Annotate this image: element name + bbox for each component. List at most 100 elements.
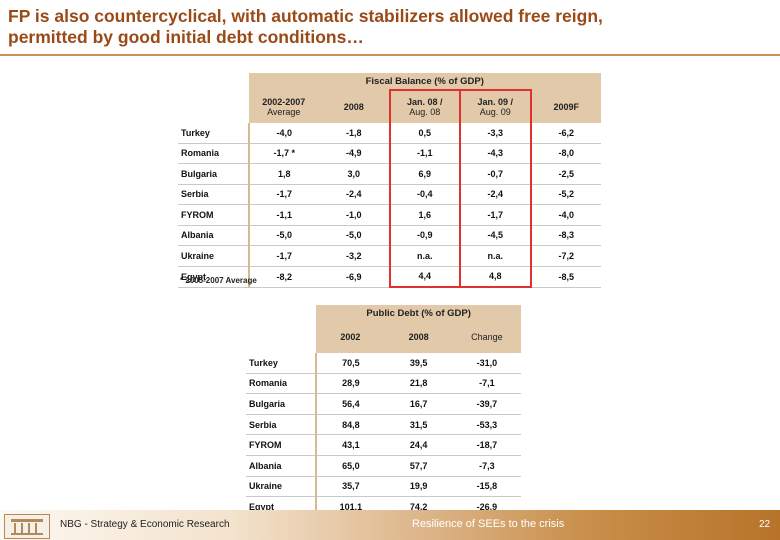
debt-value-cell: 19,9 (384, 476, 453, 498)
fiscal-value-cell: -1,7 (459, 204, 532, 226)
fiscal-value-cell: -7,2 (530, 245, 601, 267)
fiscal-value-cell: 1,6 (388, 204, 461, 226)
table-row: Turkey 70,5 39,5 -31,0 (246, 353, 521, 374)
debt-value-cell: -7,3 (452, 455, 521, 477)
fiscal-value-cell: 4,4 (388, 266, 461, 288)
page-number: 22 (759, 519, 771, 530)
country-label: Ukraine (178, 245, 250, 267)
country-label: Turkey (246, 353, 318, 374)
debt-table-heading: Public Debt (% of GDP) (316, 305, 521, 321)
fiscal-value-cell: -4,5 (459, 225, 532, 246)
debt-value-cell: 57,7 (384, 455, 453, 477)
column-header: 2009F (530, 90, 601, 123)
country-label: Albania (178, 225, 250, 246)
country-label: Serbia (246, 414, 318, 436)
debt-value-cell: 39,5 (384, 353, 453, 374)
fiscal-balance-table: Fiscal Balance (% of GDP) 2002-2007 Avera… (178, 73, 601, 288)
fiscal-value-cell: n.a. (388, 245, 461, 267)
fiscal-value-cell: -4,9 (319, 143, 390, 164)
table-row: Romania -1,7 * -4,9 -1,1 -4,3 -8,0 (178, 143, 601, 164)
debt-value-cell: 56,4 (316, 393, 385, 415)
footer-source: NBG - Strategy & Economic Research (60, 519, 230, 530)
fiscal-table-heading: Fiscal Balance (% of GDP) (248, 73, 601, 90)
fiscal-value-cell: -1,1 (248, 204, 319, 226)
fiscal-value-cell: -5,0 (319, 225, 390, 246)
debt-value-cell: 70,5 (316, 353, 385, 374)
fiscal-value-cell: -5,0 (248, 225, 319, 246)
country-label: Romania (178, 143, 250, 164)
table-row: Egypt -8,2 -6,9 4,4 4,8 -8,5 (178, 266, 601, 288)
fiscal-value-cell: -3,3 (459, 123, 532, 144)
fiscal-value-cell: -4,3 (459, 143, 532, 164)
debt-value-cell: 84,8 (316, 414, 385, 436)
fiscal-value-cell: -2,5 (530, 163, 601, 185)
table-row: Albania -5,0 -5,0 -0,9 -4,5 -8,3 (178, 225, 601, 246)
column-header: Change (452, 321, 521, 353)
slide-title-line-2: permitted by good initial debt condition… (8, 27, 364, 47)
fiscal-value-cell: 6,9 (388, 163, 461, 185)
fiscal-footnote: * 2005-2007 Average (180, 276, 257, 285)
fiscal-value-cell: -8,2 (248, 266, 319, 288)
country-label: Serbia (178, 184, 250, 205)
fiscal-value-cell: -8,3 (530, 225, 601, 246)
table-row: Romania 28,9 21,8 -7,1 (246, 373, 521, 395)
country-label: Egypt (178, 266, 250, 288)
debt-value-cell: 21,8 (384, 373, 453, 395)
country-label: Bulgaria (246, 393, 318, 415)
debt-value-cell: -7,1 (452, 373, 521, 395)
table-corner (246, 321, 316, 353)
public-debt-table: Public Debt (% of GDP) 2002 2008 Change … (246, 305, 521, 518)
fiscal-value-cell: -1,7 * (248, 143, 319, 164)
table-corner (178, 73, 249, 90)
debt-value-cell: 16,7 (384, 393, 453, 415)
column-header: 2002-2007 Average (248, 90, 319, 123)
table-row: FYROM 43,1 24,4 -18,7 (246, 434, 521, 456)
debt-value-cell: 24,4 (384, 434, 453, 456)
fiscal-value-cell: -6,2 (530, 123, 601, 144)
fiscal-value-cell: -2,4 (319, 184, 390, 205)
fiscal-value-cell: -4,0 (248, 123, 319, 144)
fiscal-value-cell: -1,1 (388, 143, 461, 164)
debt-value-cell: -15,8 (452, 476, 521, 498)
fiscal-value-cell: -1,0 (319, 204, 390, 226)
debt-value-cell: -18,7 (452, 434, 521, 456)
country-label: Ukraine (246, 476, 318, 498)
fiscal-value-cell: -1,8 (319, 123, 390, 144)
debt-value-cell: 65,0 (316, 455, 385, 477)
fiscal-value-cell: 0,5 (388, 123, 461, 144)
table-row: Bulgaria 1,8 3,0 6,9 -0,7 -2,5 (178, 163, 601, 185)
debt-value-cell: 31,5 (384, 414, 453, 436)
table-row: Turkey -4,0 -1,8 0,5 -3,3 -6,2 (178, 123, 601, 144)
debt-value-cell: 43,1 (316, 434, 385, 456)
debt-value-cell: 28,9 (316, 373, 385, 395)
table-corner (178, 90, 249, 123)
table-corner (246, 305, 316, 321)
table-row: Albania 65,0 57,7 -7,3 (246, 455, 521, 477)
fiscal-value-cell: -8,0 (530, 143, 601, 164)
slide-title-line-1: FP is also countercyclical, with automat… (8, 6, 603, 26)
fiscal-value-cell: -2,4 (459, 184, 532, 205)
fiscal-value-cell: -1,7 (248, 184, 319, 205)
column-header: Jan. 09 /Aug. 09 (459, 89, 532, 123)
country-label: FYROM (246, 434, 318, 456)
fiscal-value-cell: -0,7 (459, 163, 532, 185)
debt-value-cell: -39,7 (452, 393, 521, 415)
table-row: Ukraine 35,7 19,9 -15,8 (246, 476, 521, 498)
table-row: Serbia -1,7 -2,4 -0,4 -2,4 -5,2 (178, 184, 601, 205)
table-row: Bulgaria 56,4 16,7 -39,7 (246, 393, 521, 415)
column-header: Jan. 08 /Aug. 08 (388, 89, 461, 123)
country-label: Bulgaria (178, 163, 250, 185)
fiscal-value-cell: 3,0 (319, 163, 390, 185)
fiscal-value-cell: -5,2 (530, 184, 601, 205)
fiscal-value-cell: -3,2 (319, 245, 390, 267)
column-header: 2008 (384, 321, 453, 353)
fiscal-value-cell: -4,0 (530, 204, 601, 226)
slide-title: FP is also countercyclical, with automat… (8, 6, 768, 48)
fiscal-value-cell: 4,8 (459, 266, 532, 288)
fiscal-value-cell: -8,5 (530, 266, 601, 288)
debt-value-cell: 35,7 (316, 476, 385, 498)
country-label: FYROM (178, 204, 250, 226)
fiscal-value-cell: 1,8 (248, 163, 319, 185)
footer-title: Resilience of SEEs to the crisis (412, 518, 565, 530)
bank-logo (4, 514, 50, 539)
